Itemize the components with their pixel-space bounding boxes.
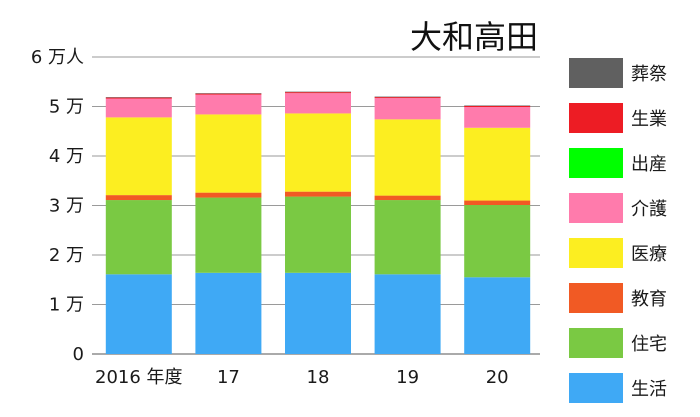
chart-title: 大和高田 [410,18,538,56]
legend-swatch [569,58,623,88]
x-tick-label: 19 [396,367,419,388]
bar-segment [464,277,531,354]
bar-segment [105,200,172,275]
bar-segment [105,98,172,118]
legend-swatch [569,373,623,403]
bars [105,91,531,354]
bar-segment [195,197,262,273]
bar-segment [195,93,262,95]
y-tick-label: 6 万人 [31,47,84,68]
bar-segment [464,200,531,206]
x-tick-label: 18 [307,367,330,388]
y-axis-ticks: 0 1 万 2 万 3 万 4 万 5 万 6 万人 [31,47,84,365]
legend-swatch [569,283,623,313]
y-tick-label: 5 万 [49,97,84,118]
bar-segment [374,119,441,196]
legend-label: 生活 [631,379,667,400]
legend-label: 教育 [631,289,667,310]
bar-segment [374,97,441,99]
x-tick-label: 2016 年度 [95,367,183,388]
legend-label: 葬祭 [631,64,667,85]
bar-segment [464,205,531,278]
bar-segment [374,200,441,275]
legend-label: 出産 [631,154,667,175]
y-tick-label: 3 万 [49,196,84,217]
bar-segment [195,114,262,193]
bar-segment [285,196,351,273]
bar-segment [285,92,351,94]
bar-segment [105,195,172,201]
bar-segment [285,113,351,192]
legend-label: 住宅 [631,334,667,355]
y-tick-label: 4 万 [49,146,84,167]
bar-segment [195,192,262,198]
y-tick-label: 1 万 [49,295,84,316]
x-axis-ticks: 2016 年度 17 18 19 20 [95,367,509,388]
legend-swatch [569,238,623,268]
bar-segment [285,272,351,354]
y-tick-label: 0 [73,344,84,365]
bar-segment [195,94,262,115]
bar-segment [105,117,172,196]
x-tick-label: 17 [217,367,240,388]
bar-segment [374,195,441,201]
bar-segment [105,274,172,354]
legend-label: 生業 [631,109,667,130]
legend-swatch [569,328,623,358]
x-tick-label: 20 [486,367,509,388]
legend-swatch [569,148,623,178]
bar-segment [464,106,531,128]
bar-segment [464,106,531,107]
bar-segment [374,274,441,354]
bar-segment [285,93,351,114]
legend-label: 医療 [631,244,667,265]
bar-segment [374,98,441,120]
bar-segment [464,127,531,201]
bar-segment [105,97,172,99]
legend-swatch [569,103,623,133]
y-tick-label: 2 万 [49,245,84,266]
bar-segment [195,272,262,354]
bar-segment [285,191,351,197]
legend-label: 介護 [631,199,667,220]
legend-swatch [569,193,623,223]
